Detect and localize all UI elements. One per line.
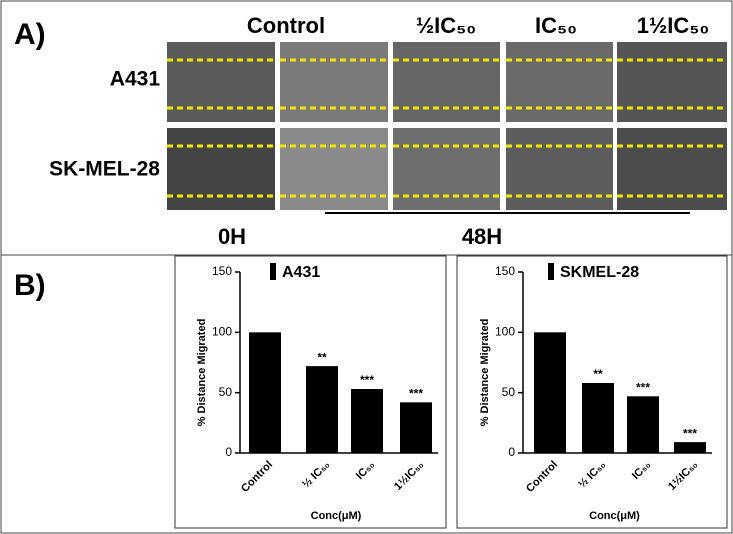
y-tick-label: 100 — [212, 325, 232, 339]
bar — [306, 366, 338, 453]
x-tick-label: 1½IC₅₀ — [392, 459, 426, 493]
chart-frame — [456, 255, 728, 529]
micrograph — [506, 42, 613, 122]
bar — [627, 396, 659, 453]
legend-swatch — [270, 263, 276, 280]
time-label: 0H — [218, 224, 246, 249]
micrographs — [167, 42, 727, 210]
bar — [674, 442, 706, 453]
significance: ** — [317, 350, 327, 364]
micrograph — [617, 128, 727, 210]
micrograph — [393, 128, 500, 210]
x-tick-label: IC₅₀ — [630, 459, 653, 482]
x-axis-label: Conc(μM) — [311, 510, 362, 522]
bar — [400, 402, 432, 453]
y-tick-label: 50 — [502, 385, 516, 399]
bar — [351, 389, 383, 453]
y-tick-label: 100 — [495, 325, 515, 339]
micrograph — [280, 42, 388, 122]
row-label: A431 — [110, 68, 161, 91]
bar — [249, 332, 281, 453]
y-tick-label: 0 — [508, 445, 515, 459]
panel-b-label: B) — [14, 269, 46, 302]
significance: *** — [409, 386, 423, 400]
micrograph — [393, 42, 500, 122]
micrograph — [167, 128, 275, 210]
x-tick-label: Control — [239, 459, 275, 495]
bar — [534, 332, 566, 453]
column-header: ½IC₅₀ — [416, 13, 476, 38]
legend-swatch — [548, 263, 554, 280]
panel-a-label: A) — [14, 18, 46, 51]
legend-label: SKMEL-28 — [560, 264, 639, 281]
column-header: 1½IC₅₀ — [637, 13, 710, 38]
x-tick-label: ½ IC₅₀ — [576, 459, 608, 491]
x-tick-label: Control — [524, 459, 560, 495]
micrograph — [617, 42, 727, 122]
significance: *** — [360, 373, 374, 387]
y-tick-label: 50 — [219, 385, 233, 399]
micrograph — [167, 42, 275, 122]
bar — [582, 383, 614, 453]
micrograph — [506, 128, 613, 210]
micrograph — [280, 128, 388, 210]
chart-frame — [174, 255, 447, 529]
y-tick-label: 150 — [495, 264, 515, 278]
column-header: IC₅₀ — [535, 13, 577, 38]
significance: ** — [593, 367, 603, 381]
x-axis-label: Conc(μM) — [589, 510, 640, 522]
row-label: SK-MEL-28 — [49, 158, 160, 181]
x-tick-label: ½ IC₅₀ — [300, 459, 332, 491]
y-tick-label: 150 — [212, 264, 232, 278]
y-axis-label: % Distance Migrated — [479, 319, 491, 427]
x-tick-label: 1½IC₅₀ — [666, 459, 700, 493]
significance: *** — [636, 380, 650, 394]
y-axis-label: % Distance Migrated — [196, 319, 208, 427]
column-header: Control — [247, 13, 325, 38]
time-label: 48H — [462, 224, 502, 249]
y-tick-label: 0 — [225, 445, 232, 459]
x-tick-label: IC₅₀ — [354, 459, 377, 482]
legend-label: A431 — [282, 264, 320, 281]
significance: *** — [683, 426, 697, 440]
